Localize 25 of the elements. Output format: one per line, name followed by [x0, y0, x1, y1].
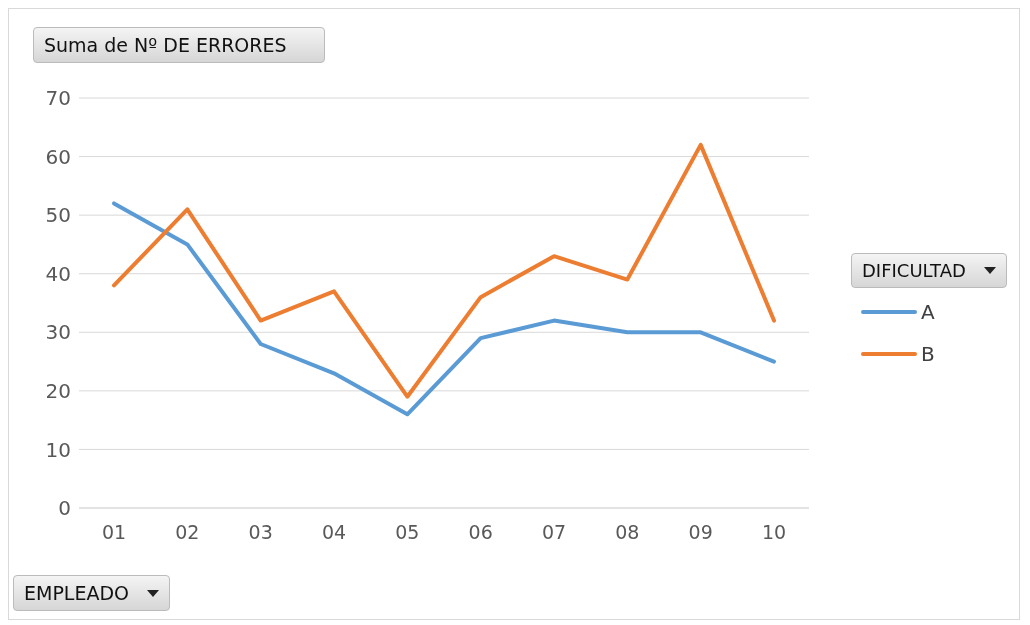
x-tick-label: 07 [541, 521, 567, 544]
y-tick-label: 0 [58, 496, 71, 521]
y-tick-label: 60 [45, 144, 71, 169]
x-tick-label: 02 [175, 521, 200, 544]
y-tick-label: 70 [45, 86, 71, 111]
legend-label: A [921, 300, 935, 324]
y-tick-label: 30 [45, 320, 71, 345]
y-tick-label: 20 [45, 378, 71, 403]
x-tick-label: 10 [761, 521, 787, 544]
x-tick-label: 09 [688, 521, 713, 544]
line-series [112, 142, 776, 399]
x-tick-label: 06 [468, 521, 493, 544]
y-tick-label: 10 [45, 437, 71, 462]
x-tick-label: 03 [248, 521, 273, 544]
line-series [112, 201, 776, 417]
x-tick-label: 05 [395, 521, 420, 544]
y-tick-label: 40 [45, 261, 71, 286]
legend-title: DIFICULTAD [862, 260, 966, 281]
x-tick-label: 04 [321, 521, 347, 544]
chart-title: Suma de Nº DE ERRORES [44, 34, 287, 56]
legend-label: B [921, 342, 935, 366]
x-tick-label: 01 [101, 521, 127, 544]
x-axis-title: EMPLEADO [24, 582, 130, 604]
x-tick-label: 08 [615, 521, 640, 544]
y-tick-label: 50 [45, 203, 71, 228]
